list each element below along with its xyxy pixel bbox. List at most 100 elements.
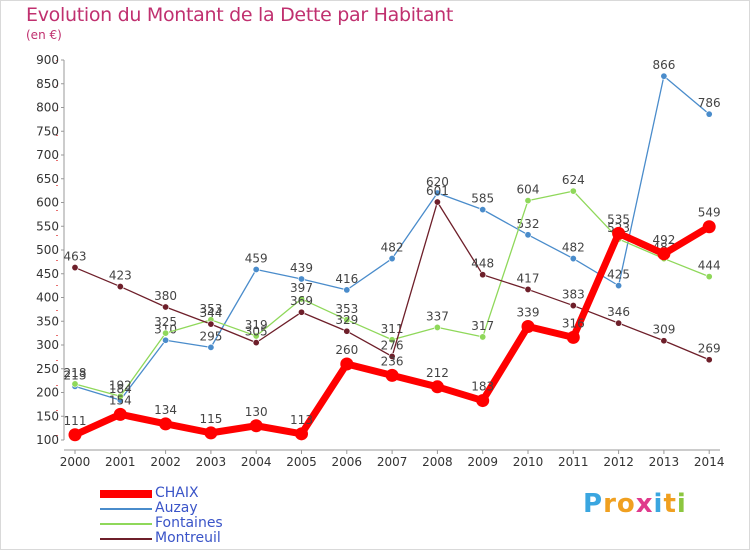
point-montreuil [116,283,124,291]
point-montreuil [479,271,487,279]
point-chaix [68,428,82,442]
data-label-auzay: 295 [199,329,222,343]
data-label-montreuil: 383 [562,288,585,302]
point-auzay [388,255,396,263]
y-tick-label: 750 [36,124,59,138]
point-auzay [660,72,668,80]
point-fontaines [343,316,351,324]
x-tick-label: 2013 [649,455,680,469]
y-tick-label: 200 [36,386,59,400]
point-chaix [340,357,354,371]
data-label-fontaines: 604 [517,183,540,197]
point-montreuil [705,356,713,364]
point-fontaines [524,197,532,205]
data-label-montreuil: 380 [154,289,177,303]
data-label-fontaines: 444 [698,259,721,273]
point-fontaines [388,336,396,344]
data-label-auzay: 585 [471,192,494,206]
x-tick-label: 2014 [694,455,725,469]
data-label-auzay: 532 [517,217,540,231]
x-tick-label: 2011 [558,455,589,469]
data-label-chaix: 549 [698,206,721,220]
logo-letter: t [663,489,677,519]
x-tick-label: 2008 [422,455,453,469]
data-label-montreuil: 344 [199,306,222,320]
y-tick-label: 450 [36,267,59,281]
point-fontaines [71,380,79,388]
point-chaix [204,426,218,440]
data-label-fontaines: 397 [290,281,313,295]
point-chaix [612,226,626,240]
data-label-chaix: 154 [109,393,132,407]
data-label-auzay: 425 [607,268,630,282]
point-montreuil [660,337,668,345]
point-montreuil [433,198,441,206]
data-label-montreuil: 463 [64,250,87,264]
data-label-chaix: 134 [154,403,177,417]
point-auzay [252,265,260,273]
data-label-chaix: 111 [64,414,87,428]
point-montreuil [207,320,215,328]
data-label-fontaines: 311 [381,322,404,336]
data-label-chaix: 113 [290,413,313,427]
x-tick-label: 2006 [332,455,363,469]
point-montreuil [343,327,351,335]
y-tick-label: 350 [36,314,59,328]
logo-letter: x [635,489,654,519]
point-chaix [657,247,671,261]
legend-label: Montreuil [155,530,221,546]
x-tick-label: 2004 [241,455,272,469]
x-tick-label: 2007 [377,455,408,469]
data-label-fontaines: 353 [335,302,358,316]
point-chaix [113,407,127,421]
data-label-fontaines: 353 [199,302,222,316]
point-montreuil [252,339,260,347]
logo-letter: i [653,489,664,519]
data-label-auzay: 184 [109,382,132,396]
point-auzay [343,286,351,294]
data-label-chaix: 236 [381,354,404,368]
x-tick-label: 2009 [467,455,498,469]
point-auzay [615,282,623,290]
data-label-chaix: 535 [607,212,630,226]
data-label-auzay: 620 [426,175,449,189]
point-montreuil [71,264,79,272]
y-tick-label: 550 [36,219,59,233]
point-auzay [479,206,487,214]
point-auzay [705,110,713,118]
x-tick-label: 2005 [286,455,317,469]
legend-label: Auzay [155,500,198,516]
point-auzay [162,336,170,344]
y-tick-label: 900 [36,53,59,67]
data-label-fontaines: 337 [426,309,449,323]
y-tick-label: 300 [36,338,59,352]
legend-swatch [100,508,152,510]
point-fontaines [433,323,441,331]
point-chaix [159,417,173,431]
legend-swatch [100,490,152,498]
data-label-montreuil: 369 [290,294,313,308]
data-label-fontaines: 317 [471,319,494,333]
y-tick-label: 400 [36,291,59,305]
data-label-fontaines: 624 [562,173,585,187]
point-montreuil [569,302,577,310]
logo-letter: P [583,489,604,519]
point-auzay [569,255,577,263]
logo-letter: r [603,489,617,519]
point-montreuil [162,303,170,311]
point-montreuil [615,319,623,327]
y-tick-label: 100 [36,433,59,447]
y-tick-label: 650 [36,172,59,186]
data-label-auzay: 459 [245,251,268,265]
y-tick-label: 500 [36,243,59,257]
data-label-auzay: 482 [381,241,404,255]
logo-letter: o [616,489,636,519]
point-auzay [524,231,532,239]
data-label-montreuil: 269 [698,342,721,356]
point-fontaines [116,392,124,400]
x-tick-label: 2001 [105,455,136,469]
data-label-chaix: 115 [199,412,222,426]
point-auzay [297,275,305,283]
point-fontaines [297,295,305,303]
data-label-montreuil: 305 [245,325,268,339]
